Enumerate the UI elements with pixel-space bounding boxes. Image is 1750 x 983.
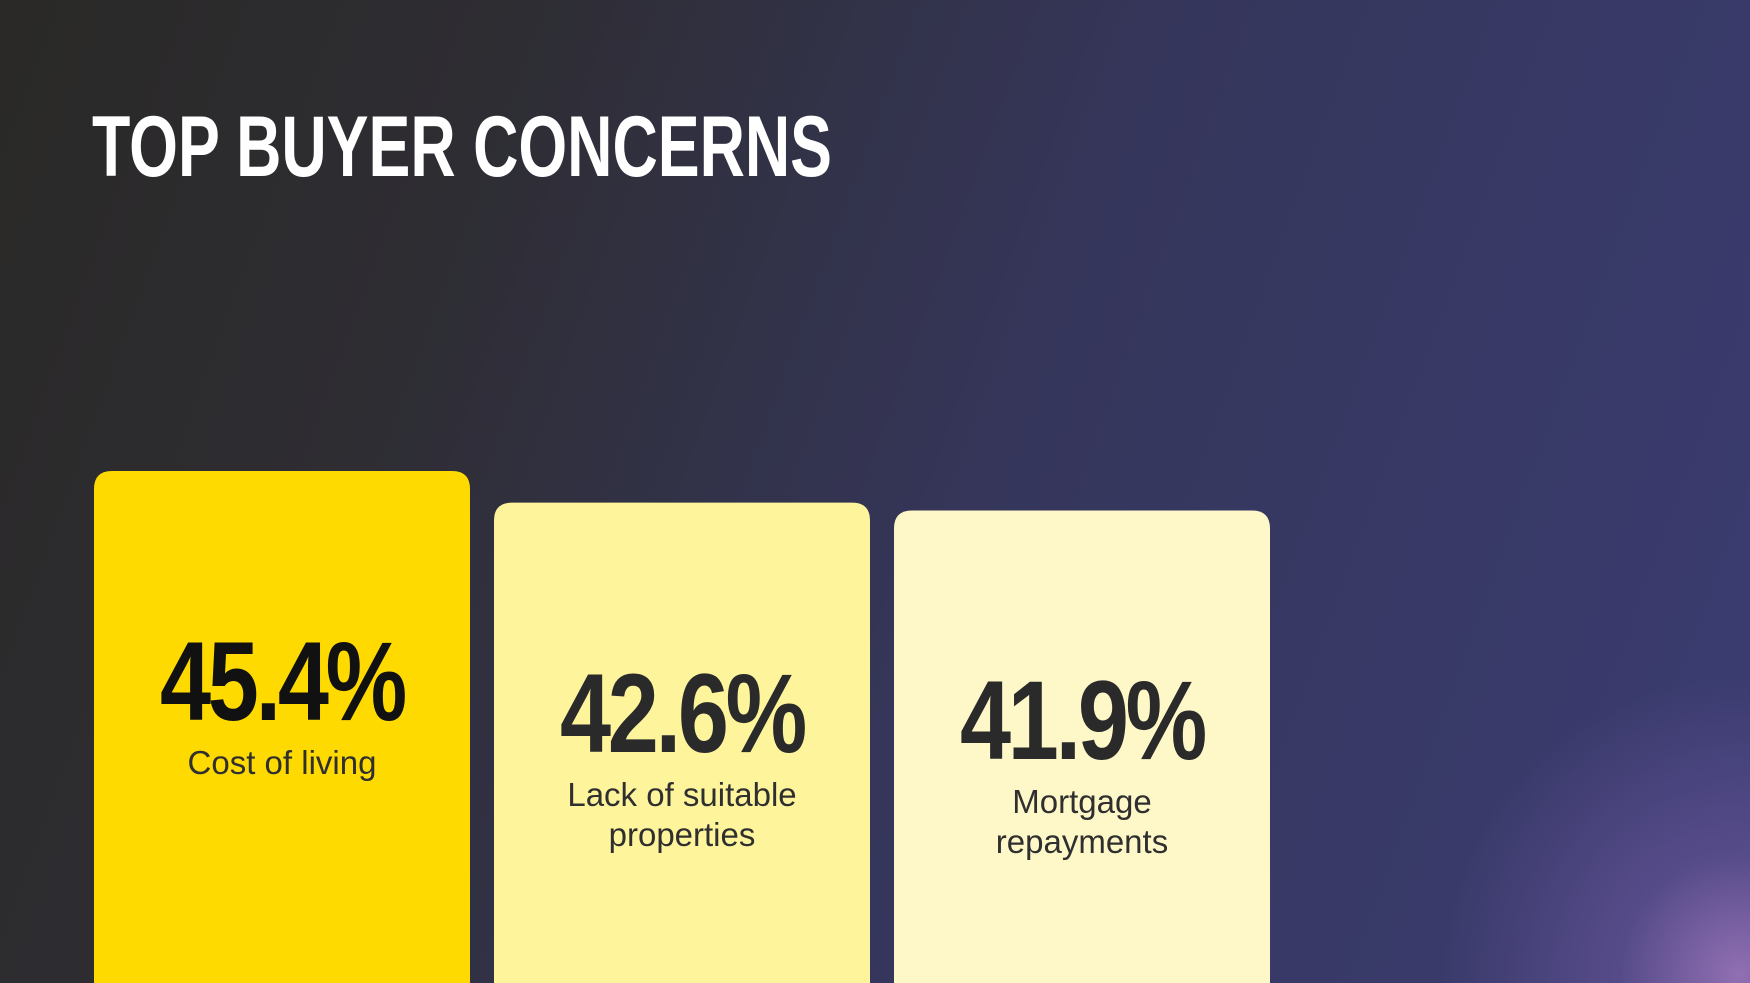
chart-title: TOP BUYER CONCERNS: [92, 99, 832, 195]
category-label: Mortgage repayments: [995, 783, 1169, 861]
bar: [494, 502, 870, 983]
bar: [94, 471, 470, 983]
bar: [894, 510, 1270, 983]
value-label: 45.4%: [159, 619, 407, 744]
value-label: 42.6%: [559, 650, 807, 776]
category-label: Cost of living: [187, 744, 377, 781]
category-label: Lack of suitable properties: [567, 775, 797, 853]
value-label: 41.9%: [959, 658, 1207, 784]
